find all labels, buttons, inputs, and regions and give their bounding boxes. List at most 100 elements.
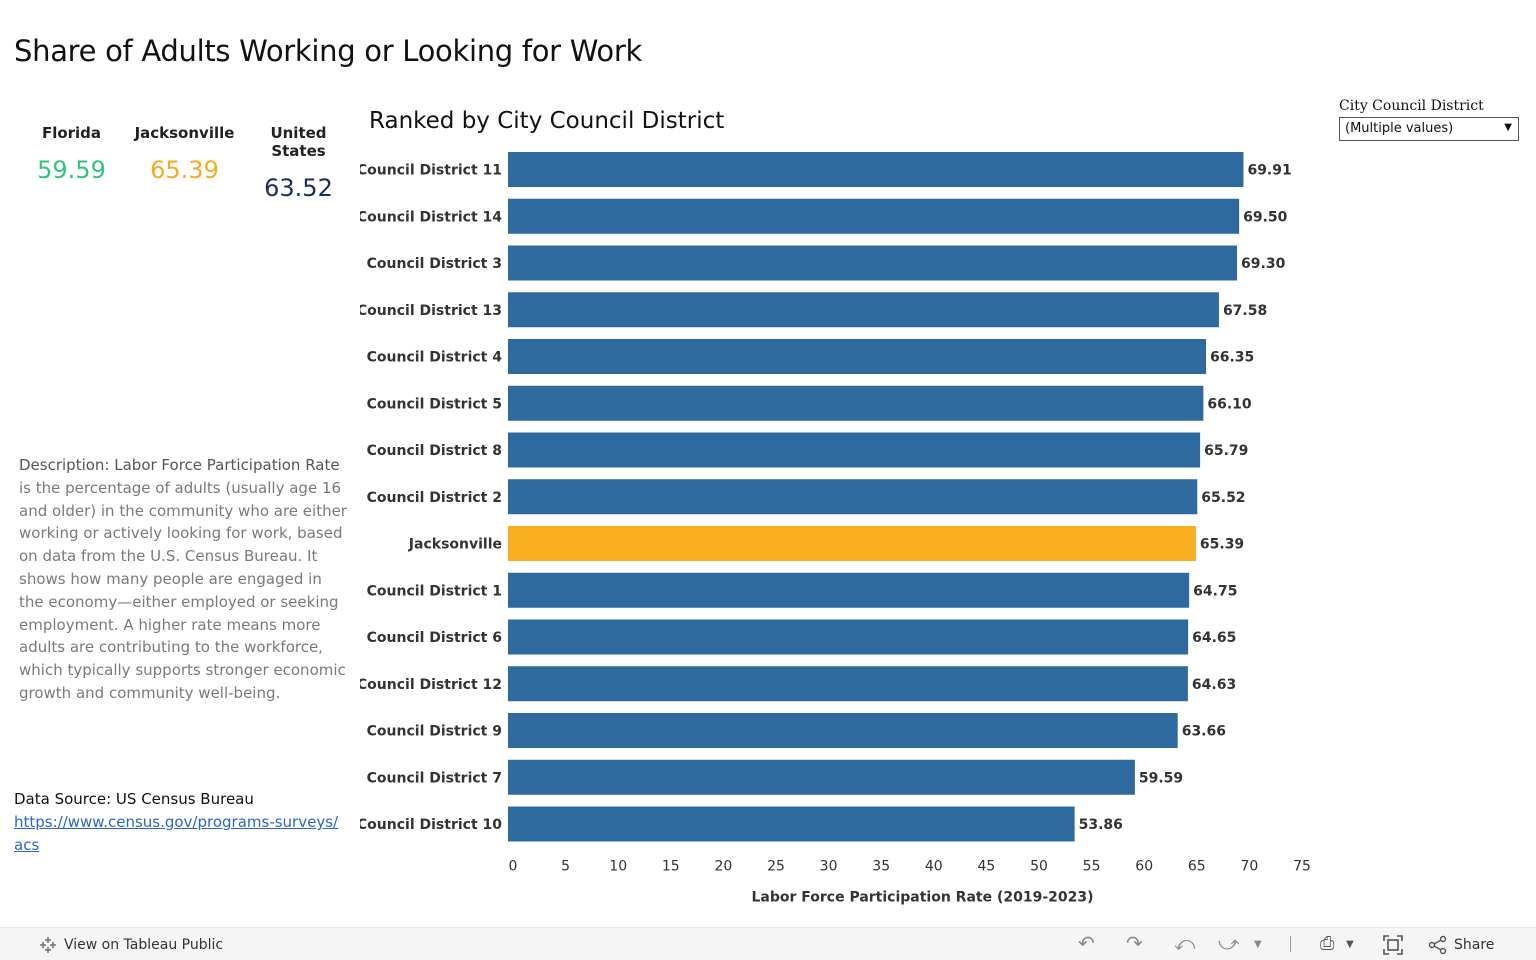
value-label: 53.86: [1079, 817, 1123, 833]
bar[interactable]: [508, 759, 1135, 795]
bar[interactable]: [508, 479, 1198, 515]
value-label: 67.58: [1223, 303, 1267, 319]
bar[interactable]: [508, 806, 1075, 842]
bar[interactable]: [508, 152, 1244, 187]
value-label: 69.50: [1243, 209, 1288, 225]
x-tick-label: 50: [1030, 858, 1048, 874]
category-label: Council District 4: [367, 350, 503, 366]
x-tick-label: 15: [662, 858, 680, 874]
bar[interactable]: [508, 666, 1188, 702]
x-tick-label: 40: [925, 858, 943, 874]
x-tick-label: 75: [1293, 858, 1311, 874]
chart-title: Ranked by City Council District: [369, 108, 725, 134]
value-label: 64.75: [1193, 583, 1237, 599]
x-tick-label: 25: [767, 858, 785, 874]
category-label: Council District 2: [367, 490, 502, 506]
toolbar-divider: [1290, 936, 1291, 952]
view-on-tableau-label: View on Tableau Public: [64, 937, 224, 953]
redo-icon[interactable]: ↷: [1126, 931, 1143, 955]
category-label: Council District 1: [367, 583, 502, 599]
value-label: 69.91: [1247, 163, 1291, 179]
value-label: 59.59: [1139, 770, 1183, 786]
x-tick-label: 55: [1083, 858, 1101, 874]
x-tick-label: 60: [1135, 858, 1153, 874]
category-label: Council District 12: [360, 677, 502, 693]
category-label: Council District 11: [360, 163, 502, 179]
kpi-value: 65.39: [150, 156, 219, 184]
bar[interactable]: [508, 385, 1204, 421]
kpi-jacksonville: Jacksonville 65.39: [127, 124, 242, 184]
value-label: 64.65: [1192, 630, 1236, 646]
description-heading: Description: Labor Force Participation R…: [19, 456, 340, 474]
category-label: Council District 6: [367, 630, 502, 646]
x-tick-label: 65: [1188, 858, 1206, 874]
undo-icon[interactable]: ↶: [1078, 931, 1095, 955]
refresh-icon[interactable]: ⤻: [1218, 931, 1240, 955]
bar[interactable]: [508, 198, 1240, 234]
x-tick-label: 45: [977, 858, 995, 874]
value-label: 65.52: [1201, 490, 1245, 506]
filter-label: City Council District: [1339, 98, 1484, 114]
description-text: Description: Labor Force Participation R…: [19, 454, 349, 705]
tableau-toolbar: View on Tableau Public ↶ ↷ ⤺ ⤻ ▼ ⎙ ▼ Sha…: [0, 927, 1536, 960]
page-title: Share of Adults Working or Looking for W…: [14, 34, 642, 68]
value-label: 64.63: [1192, 677, 1236, 693]
category-label: Council District 8: [367, 443, 502, 459]
chevron-down-icon[interactable]: ▼: [1254, 939, 1262, 950]
source-link[interactable]: https://www.census.gov/programs-surveys/…: [14, 813, 339, 854]
bar-chart: Council District 11 69.91 Council District…: [360, 152, 1311, 905]
category-label: Council District 3: [367, 256, 502, 272]
bar[interactable]: [508, 339, 1207, 374]
category-label: Council District 5: [367, 396, 502, 412]
kpi-panel: Florida 59.59 Jacksonville 65.39 United …: [14, 124, 354, 204]
value-label: 63.66: [1182, 724, 1226, 740]
kpi-label: United States: [270, 124, 327, 160]
x-tick-label: 5: [561, 858, 570, 874]
category-label: Council District 10: [360, 817, 502, 833]
kpi-value: 59.59: [37, 156, 106, 184]
share-icon: [1428, 935, 1447, 955]
x-tick-label: 30: [820, 858, 838, 874]
bar[interactable]: [508, 713, 1178, 748]
bar[interactable]: [508, 245, 1238, 281]
kpi-united-states: United States 63.52: [241, 124, 356, 202]
tableau-icon: [40, 937, 56, 953]
x-tick-label: 20: [714, 858, 732, 874]
value-label: 66.35: [1210, 350, 1254, 366]
share-button[interactable]: Share: [1428, 935, 1494, 955]
dropdown-arrow-icon: ▼: [1504, 122, 1512, 133]
value-label: 65.79: [1204, 443, 1248, 459]
category-label: Council District 14: [360, 209, 502, 225]
category-label: Council District 7: [367, 770, 502, 786]
x-tick-label: 0: [509, 858, 518, 874]
download-icon[interactable]: ⎙: [1320, 933, 1335, 954]
bar[interactable]: [508, 526, 1196, 561]
x-tick-label: 70: [1240, 858, 1258, 874]
kpi-florida: Florida 59.59: [14, 124, 129, 184]
value-label: 65.39: [1200, 537, 1244, 553]
district-filter-select[interactable]: (Multiple values) ▼: [1339, 117, 1519, 141]
category-label: Council District 13: [360, 303, 502, 319]
category-label: Council District 9: [367, 724, 502, 740]
x-axis-label: Labor Force Participation Rate (2019-202…: [751, 889, 1093, 905]
view-on-tableau-button[interactable]: View on Tableau Public: [38, 935, 223, 955]
category-label: Jacksonville: [408, 537, 502, 553]
bar[interactable]: [508, 432, 1201, 468]
bar[interactable]: [508, 619, 1189, 655]
source-label: Data Source: US Census Bureau: [14, 790, 254, 808]
data-source: Data Source: US Census Bureau https://ww…: [14, 788, 344, 857]
value-label: 66.10: [1207, 396, 1252, 412]
description-body: is the percentage of adults (usually age…: [19, 478, 347, 702]
district-filter: City Council District (Multiple values) …: [1339, 98, 1521, 141]
bar[interactable]: [508, 572, 1190, 608]
share-label: Share: [1454, 937, 1495, 953]
kpi-label: Jacksonville: [134, 124, 235, 142]
value-label: 69.30: [1241, 256, 1286, 272]
revert-icon[interactable]: ⤺: [1174, 931, 1196, 955]
x-tick-label: 35: [872, 858, 890, 874]
x-tick-label: 10: [609, 858, 627, 874]
chevron-down-icon[interactable]: ▼: [1346, 939, 1354, 950]
fullscreen-icon[interactable]: [1382, 934, 1404, 956]
filter-value: (Multiple values): [1345, 121, 1454, 136]
bar[interactable]: [508, 292, 1219, 328]
